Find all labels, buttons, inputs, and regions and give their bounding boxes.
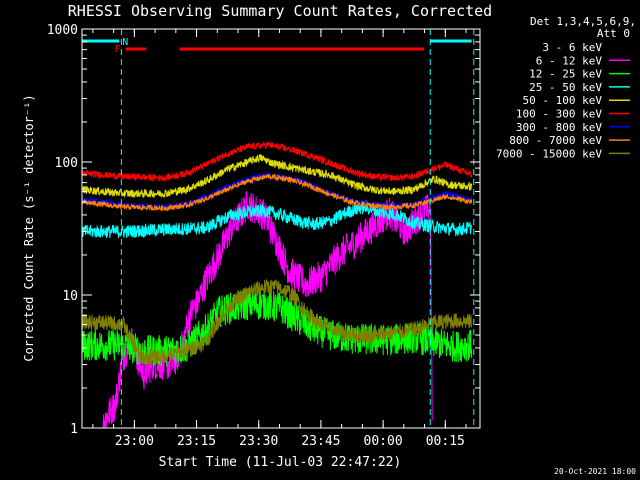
x-tick-label: 00:00	[364, 434, 403, 449]
series-layer	[82, 141, 473, 428]
legend-label-8: 7000 - 15000 keV	[496, 147, 602, 160]
x-tick-label: 00:15	[426, 434, 465, 449]
flag-label-N: N	[122, 37, 128, 48]
y-axis-label: Corrected Count Rate (s⁻¹ detector⁻¹)	[22, 94, 36, 361]
legend-label-7: 800 - 7000 keV	[509, 134, 602, 147]
legend-label-2: 12 - 25 keV	[529, 68, 602, 81]
legend-label-3: 25 - 50 keV	[529, 81, 602, 94]
attenuator-label: Att 0	[597, 27, 630, 40]
series-line-5	[82, 141, 473, 183]
night-lines	[120, 29, 475, 428]
x-tick-label: 23:15	[177, 434, 216, 449]
x-axis-label: Start Time (11-Jul-03 22:47:22)	[159, 455, 402, 470]
legend-label-1: 6 - 12 keV	[536, 54, 603, 67]
series-line-1	[102, 190, 433, 428]
x-tick-label: 23:45	[301, 434, 340, 449]
legend-label-5: 100 - 300 keV	[516, 108, 602, 121]
timestamp-label: 20-Oct-2021 18:00	[554, 467, 636, 476]
series-line-3	[82, 199, 473, 239]
detectors-label: Det 1,3,4,5,6,9,	[530, 15, 636, 28]
legend-label-6: 300 - 800 keV	[516, 121, 602, 134]
plot-frame	[81, 28, 481, 429]
series-line-4	[82, 154, 473, 199]
flag-bands: FN	[82, 37, 472, 55]
y-tick-label: 1000	[47, 23, 78, 38]
y-tick-label: 100	[55, 156, 78, 171]
chart-title: RHESSI Observing Summary Count Rates, Co…	[68, 2, 492, 20]
series-line-8	[82, 279, 473, 365]
y-tick-label: 10	[62, 289, 78, 304]
legend-label-4: 50 - 100 keV	[523, 94, 603, 107]
flag-label-F: F	[115, 44, 121, 55]
x-tick-label: 23:00	[115, 434, 154, 449]
series-line-7	[82, 173, 473, 212]
axis-ticks: 23:00 23:15 23:30 23:45 00:00 00:15 1 10 100 1000	[47, 23, 480, 449]
legend-label-0: 3 - 6 keV	[542, 41, 602, 54]
y-tick-label: 1	[70, 422, 78, 437]
x-tick-label: 23:30	[239, 434, 278, 449]
